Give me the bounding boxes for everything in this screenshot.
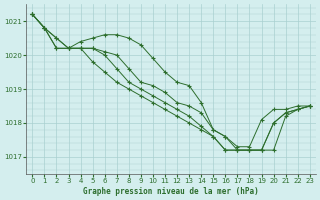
X-axis label: Graphe pression niveau de la mer (hPa): Graphe pression niveau de la mer (hPa)	[83, 187, 259, 196]
